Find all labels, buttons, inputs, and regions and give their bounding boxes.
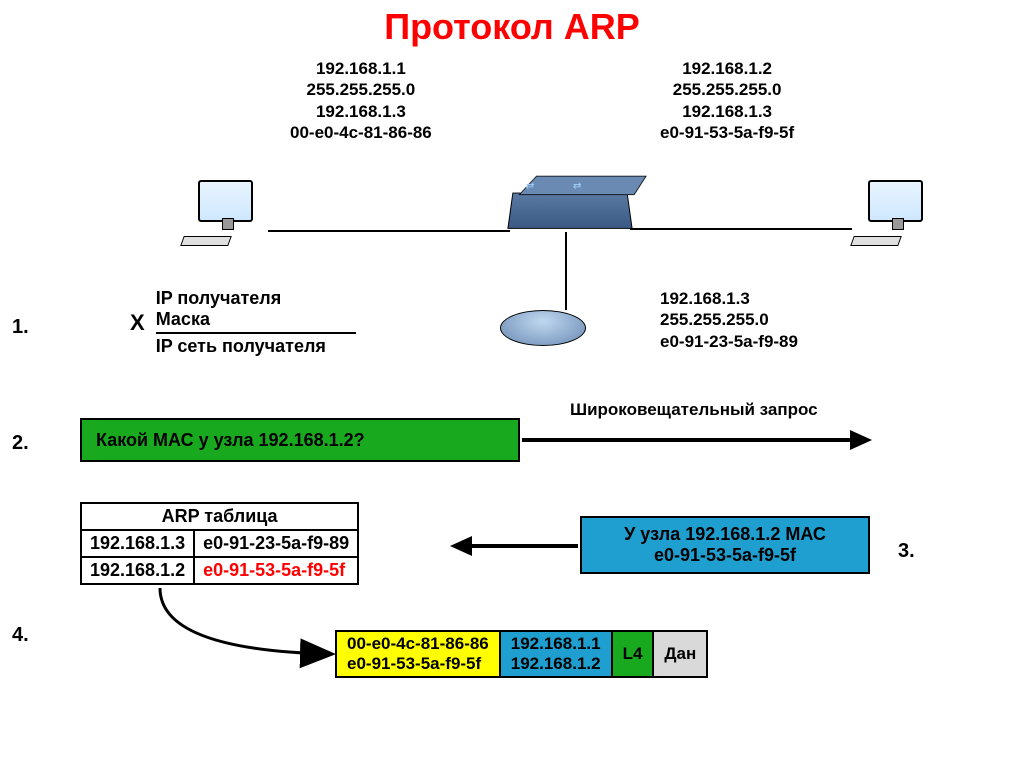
pc-left-info: 192.168.1.1 255.255.255.0 192.168.1.3 00… bbox=[290, 58, 432, 143]
router-info: 192.168.1.3 255.255.255.0 e0-91-23-5a-f9… bbox=[660, 288, 798, 352]
wire-right bbox=[630, 228, 852, 230]
packet-ip-dst: 192.168.1.2 bbox=[511, 654, 601, 674]
broadcast-arrow-line bbox=[522, 438, 852, 442]
arp-request-text: Какой МАС у узла 192.168.1.2? bbox=[96, 430, 365, 451]
packet: 00-e0-4c-81-86-86 e0-91-53-5a-f9-5f 192.… bbox=[335, 630, 708, 678]
pc-left-mask: 255.255.255.0 bbox=[290, 79, 432, 100]
arp-reply-line2: e0-91-53-5a-f9-5f bbox=[582, 545, 868, 566]
pc-left-ip: 192.168.1.1 bbox=[290, 58, 432, 79]
arp-reply-line1: У узла 192.168.1.2 МАС bbox=[582, 524, 868, 545]
pc-left-mac: 00-e0-4c-81-86-86 bbox=[290, 122, 432, 143]
arp-row1-mac: e0-91-23-5a-f9-89 bbox=[194, 530, 358, 557]
broadcast-arrow-head bbox=[850, 430, 872, 450]
broadcast-label: Широковещательный запрос bbox=[570, 400, 818, 420]
calc-line2: Маска bbox=[156, 309, 356, 330]
packet-l4-seg: L4 bbox=[613, 632, 655, 676]
page-title: Протокол ARP bbox=[0, 0, 1024, 48]
packet-ip-seg: 192.168.1.1 192.168.1.2 bbox=[501, 632, 613, 676]
pc-left-icon bbox=[180, 180, 270, 260]
packet-mac-seg: 00-e0-4c-81-86-86 e0-91-53-5a-f9-5f bbox=[337, 632, 501, 676]
pc-right-gw: 192.168.1.3 bbox=[660, 101, 794, 122]
pc-left-gw: 192.168.1.3 bbox=[290, 101, 432, 122]
calc-x: X bbox=[130, 310, 145, 336]
step-2: 2. bbox=[12, 432, 29, 455]
table-to-packet-arrow bbox=[150, 580, 350, 680]
calc-formula: X IP получателя Маска IP сеть получателя bbox=[130, 288, 356, 357]
pc-right-ip: 192.168.1.2 bbox=[660, 58, 794, 79]
router-mac: e0-91-23-5a-f9-89 bbox=[660, 331, 798, 352]
packet-ip-src: 192.168.1.1 bbox=[511, 634, 601, 654]
pc-right-info: 192.168.1.2 255.255.255.0 192.168.1.3 e0… bbox=[660, 58, 794, 143]
reply-arrow-line bbox=[470, 544, 578, 548]
step-1: 1. bbox=[12, 316, 29, 339]
pc-right-icon bbox=[850, 180, 940, 260]
pc-right-mask: 255.255.255.0 bbox=[660, 79, 794, 100]
arp-table: ARP таблица 192.168.1.3 e0-91-23-5a-f9-8… bbox=[80, 502, 359, 585]
packet-mac-src: e0-91-53-5a-f9-5f bbox=[347, 654, 489, 674]
router-icon bbox=[500, 310, 586, 346]
arp-reply-box: У узла 192.168.1.2 МАС e0-91-53-5a-f9-5f bbox=[580, 516, 870, 574]
arp-request-box: Какой МАС у узла 192.168.1.2? bbox=[80, 418, 520, 462]
table-row: 192.168.1.3 e0-91-23-5a-f9-89 bbox=[81, 530, 358, 557]
wire-down bbox=[565, 232, 567, 310]
arp-table-title: ARP таблица bbox=[81, 503, 358, 530]
wire-left bbox=[268, 230, 510, 232]
arp-row1-ip: 192.168.1.3 bbox=[81, 530, 194, 557]
calc-line1: IP получателя bbox=[156, 288, 356, 309]
calc-result: IP сеть получателя bbox=[156, 336, 356, 357]
packet-data-seg: Дан bbox=[654, 632, 706, 676]
router-ip: 192.168.1.3 bbox=[660, 288, 798, 309]
router-mask: 255.255.255.0 bbox=[660, 309, 798, 330]
packet-mac-dst: 00-e0-4c-81-86-86 bbox=[347, 634, 489, 654]
reply-arrow-head bbox=[450, 536, 472, 556]
pc-right-mac: e0-91-53-5a-f9-5f bbox=[660, 122, 794, 143]
step-3: 3. bbox=[898, 540, 915, 563]
step-4: 4. bbox=[12, 624, 29, 647]
switch-icon: ⇄ ⇄ bbox=[507, 193, 632, 229]
